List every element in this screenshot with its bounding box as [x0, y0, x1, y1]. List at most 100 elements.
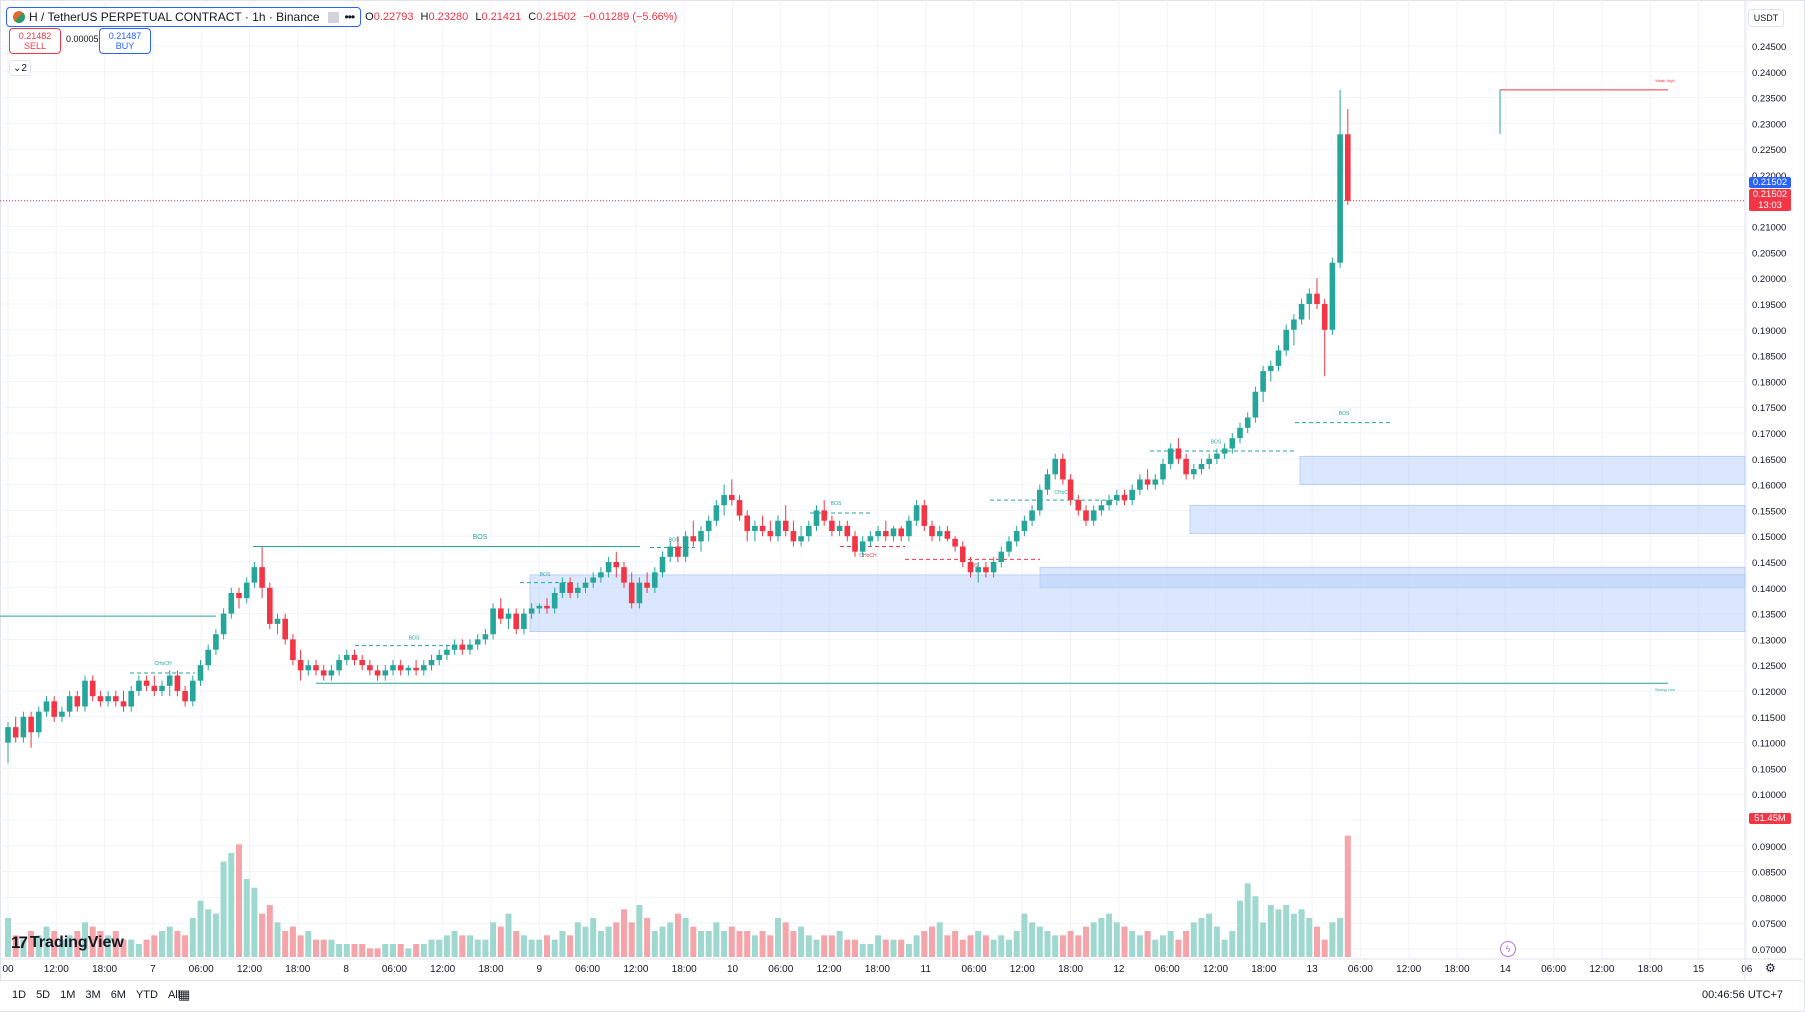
- candle-body: [336, 660, 342, 671]
- candle-body: [960, 546, 966, 562]
- annotation-bos: BOS: [409, 635, 420, 641]
- annotation-weak-high: Weak High: [1655, 78, 1675, 83]
- range-3m[interactable]: 3M: [85, 989, 101, 1001]
- volume-bar: [228, 853, 235, 957]
- candle-body: [1298, 304, 1305, 320]
- candle-body: [474, 639, 481, 645]
- buy-button[interactable]: 0.21487 BUY: [99, 28, 151, 54]
- volume-bar: [143, 939, 150, 957]
- candle-body: [190, 680, 196, 702]
- volume-bar: [952, 931, 959, 957]
- candle-body: [436, 654, 442, 661]
- candle-body: [790, 531, 797, 542]
- candle-body: [836, 525, 843, 532]
- volume-bar: [82, 922, 88, 957]
- volume-bar: [520, 935, 527, 957]
- chevron-down-icon: ⌄: [13, 62, 22, 74]
- volume-bar: [220, 861, 227, 957]
- candle-body: [1029, 510, 1035, 521]
- price-tick-label: 0.23000: [1752, 119, 1786, 130]
- range-1m[interactable]: 1M: [60, 989, 76, 1001]
- more-options-button[interactable]: •••: [344, 10, 356, 24]
- candle-body: [1067, 479, 1074, 501]
- volume-bar: [1160, 935, 1166, 957]
- buy-price: 0.21487: [108, 31, 142, 41]
- candle-body: [28, 716, 34, 733]
- symbol-box[interactable]: H / TetherUS PERPETUAL CONTRACT · 1h · B…: [6, 7, 362, 27]
- volume-bar: [390, 944, 396, 957]
- calendar-icon[interactable]: ▦: [178, 987, 191, 1002]
- candle-body: [205, 649, 211, 666]
- volume-bar: [251, 887, 258, 957]
- candle-body: [1206, 458, 1212, 464]
- volume-bar: [159, 931, 165, 957]
- candle-body: [421, 665, 427, 671]
- candle-body: [998, 551, 1005, 562]
- volume-bar: [528, 939, 535, 957]
- candle-body: [1152, 479, 1159, 485]
- volume-bar: [12, 935, 19, 957]
- candle-body: [1275, 350, 1282, 366]
- volume-bar: [297, 935, 304, 957]
- candle-body: [120, 701, 127, 707]
- candle-body: [128, 691, 134, 707]
- clock[interactable]: 00:46:56 UTC+7: [1701, 989, 1783, 1001]
- currency-selector[interactable]: USDT: [1748, 9, 1784, 27]
- volume-bar: [574, 922, 581, 957]
- candle-body: [151, 685, 158, 691]
- time-tick-label: 18:00: [672, 964, 697, 975]
- candle-body: [806, 525, 812, 537]
- annotation-choch: CHoCH: [859, 553, 877, 559]
- range-5d[interactable]: 5D: [36, 989, 51, 1001]
- volume-bar: [1252, 896, 1259, 957]
- range-all[interactable]: All: [167, 989, 181, 1001]
- volume-bar: [58, 939, 65, 957]
- volume-bar: [1321, 939, 1328, 957]
- volume-bar: [497, 926, 504, 957]
- candle-body: [459, 644, 466, 650]
- candle-body: [590, 577, 596, 583]
- candle-body: [1129, 489, 1135, 501]
- volume-bar: [1344, 835, 1351, 957]
- price-tick-label: 0.18000: [1752, 377, 1786, 388]
- symbol-legend: H / TetherUS PERPETUAL CONTRACT · 1h · B…: [6, 7, 681, 27]
- candle-body: [767, 531, 774, 537]
- price-tick-label: 0.12000: [1752, 687, 1786, 698]
- volume-bar: [767, 935, 774, 957]
- volume-bar: [813, 939, 820, 957]
- buy-label: BUY: [115, 41, 135, 51]
- volume-bar: [982, 935, 989, 957]
- volume-bar: [1036, 926, 1043, 957]
- volume-bar: [597, 931, 604, 957]
- flash-icon[interactable]: ϟ: [1500, 941, 1516, 957]
- range-1d[interactable]: 1D: [12, 989, 27, 1001]
- annotation-bos: BOS: [669, 537, 680, 543]
- indicators-toggle-button[interactable]: ⌄ 2: [9, 60, 31, 76]
- candle-body: [652, 572, 658, 588]
- gear-icon[interactable]: ⚙: [1765, 961, 1776, 975]
- candle-body: [813, 510, 820, 526]
- tradingview-logo-icon: 17: [11, 933, 28, 952]
- time-tick-label: 18:00: [478, 964, 503, 975]
- volume-bar: [628, 922, 635, 957]
- range-ytd[interactable]: YTD: [135, 989, 158, 1001]
- order-block-zone: [529, 574, 1746, 632]
- volume-bar: [66, 935, 73, 957]
- tradingview-watermark: 17 TradingView: [11, 933, 124, 953]
- volume-tag: 51.45M: [1749, 813, 1791, 824]
- time-tick-label: 12:00: [430, 964, 455, 975]
- volume-bar: [397, 944, 404, 957]
- candle-body: [290, 639, 296, 661]
- volume-bar: [1121, 926, 1128, 957]
- range-6m[interactable]: 6M: [110, 989, 126, 1001]
- sell-button[interactable]: 0.21482 SELL: [9, 28, 61, 54]
- candle-body: [43, 701, 50, 712]
- candle-body: [952, 538, 958, 547]
- volume-bar: [890, 939, 897, 957]
- candle-body: [1144, 479, 1151, 485]
- candle-body: [744, 515, 750, 532]
- time-tick-label: 12:00: [1396, 964, 1421, 975]
- candle-body: [359, 660, 365, 666]
- volume-bar: [413, 944, 420, 957]
